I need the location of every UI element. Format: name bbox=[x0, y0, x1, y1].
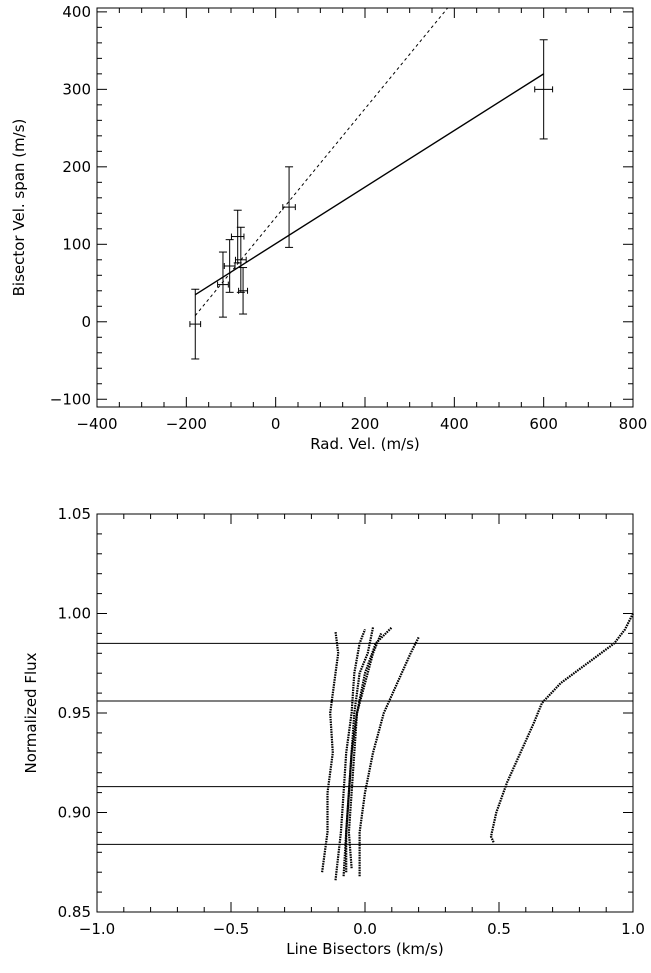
y-tick-label: 0.95 bbox=[58, 704, 91, 722]
x-tick-label: −1.0 bbox=[79, 920, 115, 938]
y-tick-label: 1.00 bbox=[58, 605, 91, 623]
data-point bbox=[230, 209, 245, 264]
y-tick-label: 0 bbox=[81, 313, 91, 331]
y-tick-label: 300 bbox=[62, 80, 91, 98]
fit-line-dashed bbox=[194, 7, 449, 316]
data-point bbox=[234, 226, 247, 293]
plot-frame bbox=[96, 513, 634, 913]
data-point bbox=[189, 288, 202, 360]
data-point bbox=[223, 239, 236, 293]
y-tick-label: 0.85 bbox=[58, 903, 91, 921]
x-tick-label: 0.5 bbox=[487, 920, 511, 938]
x-tick-label: 600 bbox=[529, 415, 558, 433]
y-tick-label: 400 bbox=[62, 3, 91, 21]
data-point bbox=[282, 166, 296, 248]
x-axis-label: Line Bisectors (km/s) bbox=[286, 940, 443, 958]
y-tick-label: 100 bbox=[62, 235, 91, 253]
y-tick-label: −100 bbox=[50, 390, 91, 408]
plot-frame bbox=[96, 7, 634, 408]
data-point bbox=[217, 251, 229, 318]
chart-panel-1: −400 −200 0 200 400 600 800 −100 0 100 200 300 400 Ra… bbox=[10, 3, 647, 453]
x-tick-label: −200 bbox=[166, 415, 207, 433]
x-tick-label: 400 bbox=[440, 415, 469, 433]
y-tick-label: 0.90 bbox=[58, 804, 91, 822]
x-axis-label: Rad. Vel. (m/s) bbox=[310, 435, 420, 453]
x-tick-label: 200 bbox=[351, 415, 380, 433]
y-tick-label: 200 bbox=[62, 158, 91, 176]
bisector-curve bbox=[347, 632, 383, 869]
chart-panel-2: −1.0 −0.5 0.0 0.5 1.0 0.85 0.90 0.95 1.00 1.05 Lin… bbox=[22, 505, 645, 958]
y-axis-label: Bisector Vel. span (m/s) bbox=[10, 119, 28, 297]
bisector-curve bbox=[334, 629, 367, 881]
x-tick-label: 800 bbox=[619, 415, 648, 433]
data-point bbox=[238, 267, 249, 315]
y-axis-label: Normalized Flux bbox=[22, 652, 40, 773]
bisector-curve bbox=[345, 626, 393, 873]
bisector-curve bbox=[358, 636, 420, 877]
y-tick-label: 1.05 bbox=[58, 505, 91, 523]
fit-line-solid bbox=[194, 73, 545, 296]
bisector-curve bbox=[321, 631, 340, 873]
x-tick-label: 0 bbox=[271, 415, 281, 433]
x-tick-label: 0.0 bbox=[353, 920, 377, 938]
data-point bbox=[534, 39, 554, 140]
x-tick-label: 1.0 bbox=[621, 920, 645, 938]
bisector-curve bbox=[489, 613, 634, 843]
bisector-curve bbox=[342, 627, 375, 877]
x-tick-label: −0.5 bbox=[213, 920, 249, 938]
x-tick-label: −400 bbox=[76, 415, 117, 433]
